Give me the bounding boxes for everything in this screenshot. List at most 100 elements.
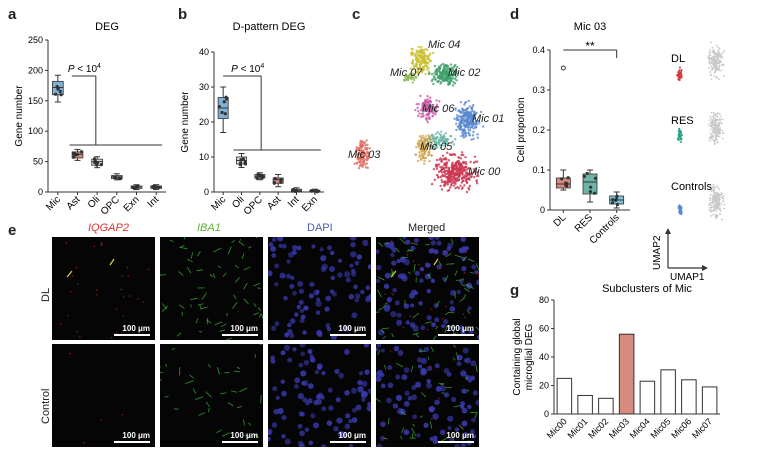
nucleus [317, 392, 324, 399]
umap-point [469, 160, 472, 164]
umap-bg-point [719, 118, 722, 121]
box-ast [71, 148, 84, 161]
umap-bg-point [713, 129, 716, 132]
iqgap2-signal [430, 308, 432, 311]
nucleus [325, 295, 332, 302]
data-point [614, 197, 619, 201]
iqgap2-signal [100, 242, 103, 244]
iqgap2-signal [383, 437, 385, 439]
nucleus [467, 306, 472, 311]
nucleus [434, 363, 440, 369]
microglia-process [160, 371, 163, 374]
nucleus [442, 319, 449, 325]
umap-point [446, 189, 450, 192]
nucleus [274, 263, 280, 269]
nucleus [416, 357, 423, 363]
microglia-process [432, 335, 437, 340]
umap-point [448, 186, 452, 189]
nucleus [303, 359, 310, 366]
microglia-process [253, 312, 260, 316]
umap-point [457, 166, 461, 170]
microglia-process [242, 253, 245, 260]
nucleus [299, 344, 306, 348]
microglia-process [239, 241, 245, 247]
nucleus [283, 295, 288, 301]
umap-point [417, 145, 420, 149]
umap-bg-point [708, 209, 711, 211]
umap-bg-point [718, 207, 721, 210]
microglia-process [395, 362, 404, 368]
microglia-process [388, 417, 390, 425]
umap-point [433, 64, 437, 68]
nucleus [461, 245, 467, 252]
umap-bg-point [715, 135, 718, 138]
umap-point [462, 167, 466, 170]
microglia-process [244, 434, 251, 437]
microglia-process [412, 332, 419, 336]
umap-point [437, 79, 440, 83]
umap-point [431, 78, 434, 81]
nucleus [475, 399, 479, 406]
nucleus [354, 260, 360, 266]
umap-bg-point [712, 62, 715, 65]
data-point [592, 191, 597, 195]
umap-point [459, 100, 463, 104]
nucleus [281, 414, 287, 421]
nucleus [450, 396, 457, 403]
iqgap2-signal [390, 240, 393, 242]
nucleus [428, 237, 434, 241]
nucleus [301, 380, 306, 386]
data-point [223, 112, 227, 116]
nucleus [316, 364, 322, 371]
microglia-process [260, 395, 262, 404]
umap-bg-point [715, 217, 717, 219]
nucleus [284, 332, 290, 338]
nucleus [294, 384, 299, 389]
umap-point [411, 72, 415, 75]
umap-bg-point [717, 135, 719, 137]
umap-point [414, 153, 418, 156]
umap-point [464, 163, 468, 166]
microglia-process [419, 415, 423, 418]
umap-bg-point [713, 60, 715, 63]
iqgap2-signal [391, 292, 393, 295]
nucleus [419, 278, 424, 283]
nucleus [423, 422, 429, 428]
umap-point [415, 56, 418, 59]
iqgap2-signal [127, 275, 130, 278]
umap-bg-point [715, 196, 717, 199]
microglia-process [243, 419, 245, 426]
umap-point [357, 148, 361, 152]
nucleus [386, 297, 392, 303]
nucleus [325, 323, 331, 328]
umap-point [418, 151, 421, 154]
nucleus [294, 377, 301, 384]
umap-point [461, 165, 464, 169]
umap-bg-point [715, 76, 718, 78]
row-label-control: Control [40, 388, 52, 424]
umap-bg-point [718, 194, 721, 196]
nucleus [432, 435, 438, 441]
umap-bg-point [718, 59, 721, 62]
nucleus [391, 260, 397, 266]
microglia-process [198, 330, 203, 333]
umap-point [456, 168, 459, 171]
nucleus [456, 289, 462, 295]
nucleus [442, 249, 449, 256]
nucleus [432, 413, 439, 420]
umap-point [420, 150, 423, 154]
umap-bg-point [714, 70, 717, 73]
microglia-process [436, 300, 440, 307]
nucleus [471, 264, 477, 270]
nucleus [401, 275, 408, 282]
microglia-process [399, 237, 406, 245]
umap-point [427, 112, 430, 115]
umap-point [435, 72, 439, 75]
umap-point [416, 114, 420, 118]
significance-stars: ** [585, 39, 595, 53]
box-exn [130, 184, 143, 191]
nucleus [405, 239, 411, 245]
umap-point [358, 151, 361, 155]
umap-bg-point [712, 126, 714, 129]
